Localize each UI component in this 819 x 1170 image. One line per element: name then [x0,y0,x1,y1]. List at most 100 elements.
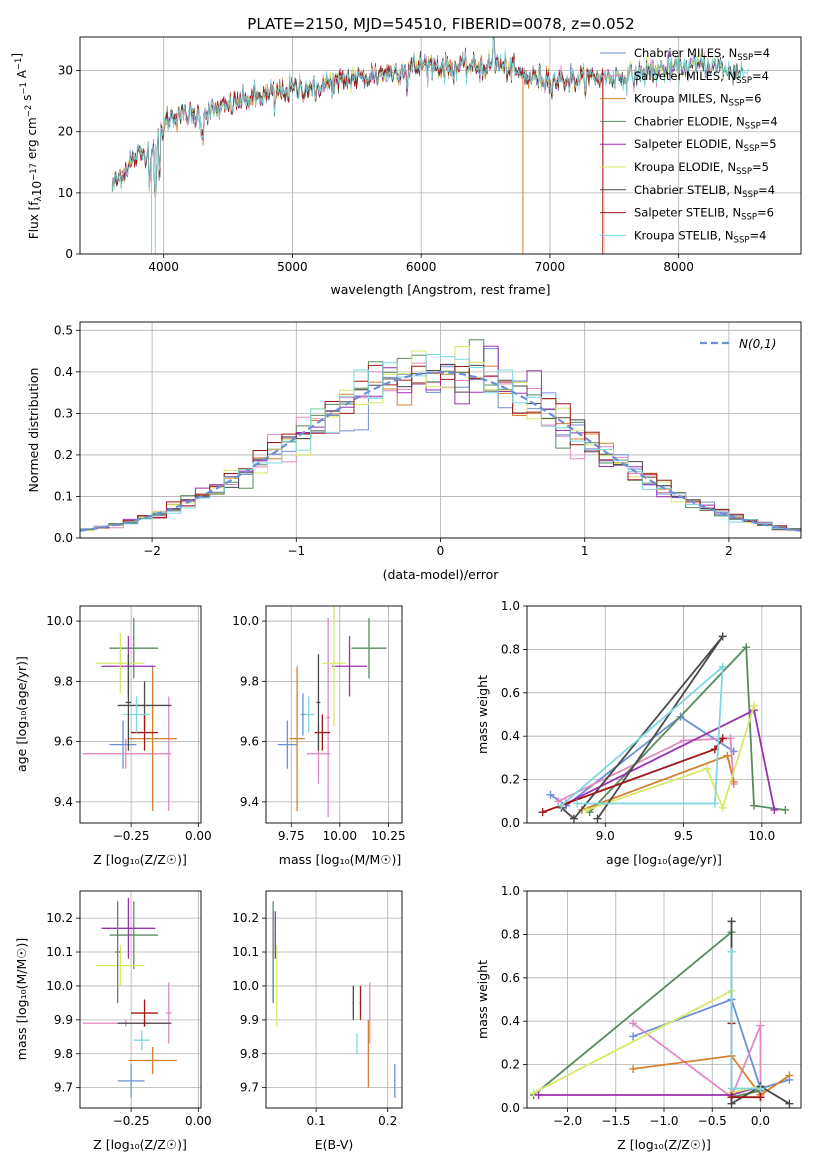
y-tick-label: 0.8 [501,642,520,656]
legend-sub: SSP [745,121,761,131]
weight-marker [750,801,759,810]
x-tick-label: 0.0 [751,1114,770,1128]
legend-count: =6 [744,92,761,106]
y-tick-label: 0.3 [54,406,73,420]
x-axis-label: age [log₁₀(age/yr)] [606,852,722,867]
weight-marker [554,797,563,806]
weight-marker [727,1093,736,1102]
x-axis-label: wavelength [Angstrom, rest frame] [330,282,550,297]
legend-sub: SSP [734,235,750,245]
legend-count: =4 [752,69,769,83]
x-tick-label: 9.5 [674,829,693,843]
weight-line [560,635,724,820]
weight-marker [593,814,602,823]
weight-marker [770,805,779,814]
weight-marker [718,803,727,812]
legend-entry: Kroupa ELODIE, NSSP=5 [634,160,769,177]
y-tick-label: 0 [65,247,73,261]
y-label-part: −17 [29,163,39,181]
x-tick-label: 8000 [663,260,694,274]
weight-marker [727,1084,736,1093]
y-tick-label: 9.9 [54,1013,73,1027]
y-tick-label: 9.6 [240,735,259,749]
y-axis-label: age [log₁₀(age/yr)] [14,656,29,772]
x-tick-label: 0.2 [378,1114,397,1128]
y-tick-label: 0.4 [54,365,73,379]
y-tick-label: 10.2 [232,911,259,925]
x-axis-label: Z [log₁₀(Z/Z☉)] [617,1137,711,1152]
weight-marker [546,790,555,799]
legend-name: Kroupa MILES, N [634,92,729,106]
y-tick-label: 9.7 [54,1081,73,1095]
x-tick-label: 0.00 [185,829,212,843]
weight-line [538,1085,762,1098]
y-tick-label: 9.8 [54,1047,73,1061]
weight-marker [629,1019,638,1028]
legend-entry: Chabrier MILES, NSSP=4 [634,46,770,63]
weight-line [581,754,735,811]
massweight-vs-z-panel: −2.0 −1.5 −1.0 −0.5 0.0 0.0 0.2 0.4 0.6 0.8 1.0 Z [… [475,884,802,1152]
y-tick-label: 0.8 [501,927,520,941]
y-tick-label: 0.0 [501,816,520,830]
x-tick-label: 10.00 [323,829,357,843]
y-tick-label: 9.8 [54,674,73,688]
weight-marker [785,1071,794,1080]
y-tick-label: 10.0 [232,614,259,628]
y-axis-label: mass [log₁₀(M/M☉)] [14,938,29,1060]
legend-count: =5 [752,160,769,174]
x-tick-label: −1 [287,544,305,558]
x-tick-label: −0.25 [113,829,150,843]
y-axis-label: mass weight [475,675,490,754]
legend-sub: SSP [741,213,757,223]
y-tick-label: 0.0 [501,1101,520,1115]
x-axis-label: Z [log₁₀(Z/Z☉)] [93,1137,187,1152]
weight-marker [718,632,727,641]
legend-name: Salpeter MILES, N [634,69,736,83]
legend-entry: Kroupa MILES, NSSP=6 [634,92,761,109]
legend-count: =5 [760,137,777,151]
weight-line [557,737,735,803]
legend-entry: Salpeter ELODIE, NSSP=5 [634,137,777,154]
errorbars [272,901,396,1098]
x-tick-label: 9.75 [278,829,305,843]
normal-curve [80,371,801,532]
y-tick-label: 10.1 [46,945,73,959]
legend-entry: N(0,1) [739,337,776,351]
x-tick-label: −2 [143,544,161,558]
y-tick-label: 9.9 [240,1013,259,1027]
y-tick-label: 10.0 [46,614,73,628]
x-tick-label: 0.00 [185,1114,212,1128]
y-tick-label: 0.4 [501,729,520,743]
weight-marker [582,805,591,814]
weight-marker [785,1099,794,1108]
weight-marker [756,1021,765,1030]
legend-name: Kroupa STELIB, N [634,228,734,242]
legend-sub: SSP [742,190,758,200]
legend-sub: SSP [744,144,760,154]
histogram-step [80,354,801,531]
histogram-lines [80,339,801,532]
x-tick-label: 7000 [535,260,566,274]
legend-entry: Chabrier STELIB, NSSP=4 [634,183,775,200]
weight-line [632,1022,762,1099]
weight-marker [723,751,732,760]
spectrum-line [111,37,605,254]
y-tick-label: 9.8 [240,674,259,688]
y-tick-label: 10.1 [232,945,259,959]
y-tick-label: 9.4 [54,795,73,809]
weight-line [632,998,790,1090]
y-tick-label: 30 [58,64,73,78]
spectrum-legend: Chabrier MILES, NSSP=4 Salpeter MILES, N S… [600,46,778,245]
weight-marker [569,814,578,823]
spectrum-panel: 4000 5000 6000 7000 8000 0 10 20 30 wavelength [A… [10,36,802,297]
x-tick-label: 1 [581,544,589,558]
weight-marker [538,808,547,817]
x-axis-label: E(B-V) [315,1137,354,1152]
y-axis-label: mass weight [475,960,490,1039]
legend-count: =4 [761,114,778,128]
legend-entry: Salpeter STELIB, NSSP=6 [634,206,774,223]
x-tick-label: 4000 [148,260,179,274]
weight-marker [629,1032,638,1041]
x-tick-label: −0.5 [698,1114,727,1128]
age-vs-mass-panel: 9.75 10.00 10.25 9.4 9.6 9.8 10.0 mass [log₁₀(M… [232,605,406,867]
